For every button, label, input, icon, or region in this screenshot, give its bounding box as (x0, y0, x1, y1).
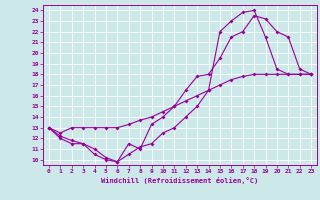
X-axis label: Windchill (Refroidissement éolien,°C): Windchill (Refroidissement éolien,°C) (101, 177, 259, 184)
